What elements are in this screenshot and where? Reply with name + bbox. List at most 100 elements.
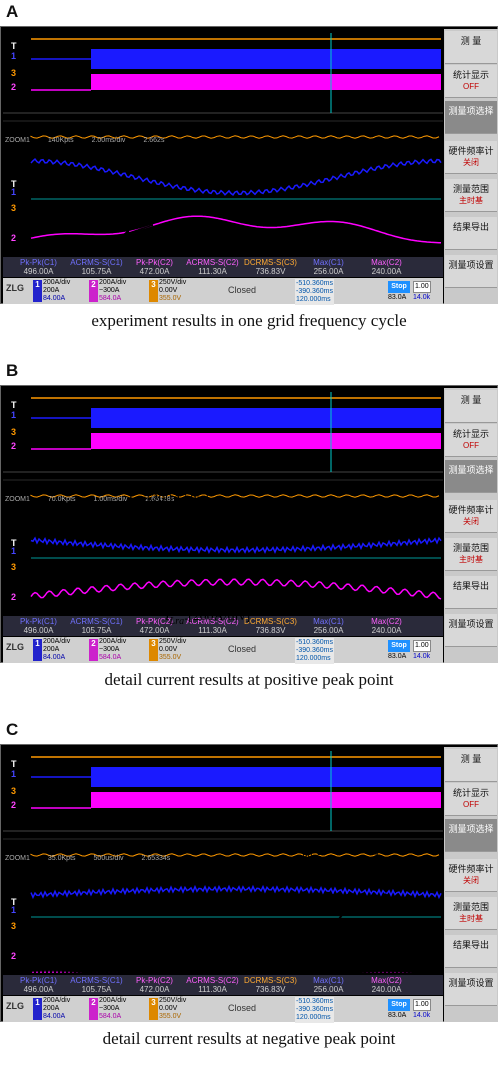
- measurement-value: 736.83V: [255, 985, 286, 994]
- side-menu-button[interactable]: 测 量: [445, 31, 497, 64]
- ch1-ya: 84.00A: [43, 1013, 66, 1020]
- channel-marker: 1: [11, 51, 16, 61]
- measurement-value: 472.00A: [139, 985, 170, 994]
- overview-ch2-envelope: [91, 792, 441, 808]
- side-menu-button[interactable]: 测量范围 主时基: [445, 897, 497, 930]
- side-menu-label: 结果导出: [452, 940, 489, 950]
- side-menu-button[interactable]: 测 量: [445, 390, 497, 423]
- zoom-name: ZOOM1: [5, 855, 30, 862]
- closed-status[interactable]: Closed: [228, 644, 257, 654]
- stop-button[interactable]: Stop: [388, 281, 410, 293]
- ch2-badge[interactable]: 2: [89, 639, 98, 661]
- annotation-arrowhead: [316, 870, 326, 878]
- status-bar: ZLG 1 200A/div 200A 84.00A 2 200A/div ~3…: [3, 996, 443, 1023]
- side-menu: 测 量 统计显示 OFF 测量项选择 硬件频率计 关闭 测量范围 主时基 结果导…: [444, 388, 498, 663]
- overview-ch1-envelope: [91, 49, 441, 69]
- side-menu-button[interactable]: 测量项设置: [445, 973, 497, 1006]
- stop-button[interactable]: Stop: [388, 999, 410, 1011]
- side-menu-button[interactable]: 测量项选择: [445, 101, 497, 134]
- stop-button[interactable]: Stop: [388, 640, 410, 652]
- side-menu-button[interactable]: 结果导出: [445, 576, 497, 609]
- zoom-name: ZOOM1: [5, 137, 30, 144]
- side-menu-button[interactable]: 测量项设置: [445, 614, 497, 647]
- overview-ch2-envelope: [91, 74, 441, 90]
- side-menu-button[interactable]: 结果导出: [445, 217, 497, 250]
- closed-status[interactable]: Closed: [228, 1003, 257, 1013]
- side-menu-button[interactable]: 硬件频率计 关闭: [445, 141, 497, 174]
- ch3-offset: 0.00V: [159, 646, 178, 653]
- side-menu-button[interactable]: 硬件频率计 关闭: [445, 859, 497, 892]
- timebase-value[interactable]: 1.00: [413, 281, 431, 293]
- side-menu-button[interactable]: 测 量: [445, 749, 497, 782]
- ch2-badge[interactable]: 2: [89, 998, 98, 1020]
- panel-caption: detail current results at negative peak …: [102, 1029, 396, 1048]
- panel-caption: detail current results at positive peak …: [104, 670, 394, 689]
- zoom-ch2-trace: [30, 578, 442, 600]
- side-menu-button[interactable]: 测量范围 主时基: [445, 179, 497, 212]
- measurement-bar: Pk-Pk(C1) 496.00A ACRMS-S(C1) 105.75A Pk-Pk(…: [3, 975, 443, 995]
- measurement-value: 256.00A: [313, 267, 344, 276]
- channel-marker: 1: [11, 546, 16, 556]
- ch2-badge[interactable]: 2: [89, 280, 98, 302]
- measurement-bar: Pk-Pk(C1) 496.00A ACRMS-S(C1) 105.75A Pk-Pk(…: [3, 616, 443, 636]
- side-menu-label: 测 量: [460, 395, 482, 405]
- ch1-scale: 200A/div: [43, 997, 71, 1004]
- channel-marker: T: [11, 400, 17, 410]
- timebase-value[interactable]: 1.00: [413, 999, 431, 1011]
- annotation-iga: Iga:[200A/div]: [192, 150, 273, 168]
- side-menu-label: 测量范围: [452, 184, 489, 194]
- side-menu-button[interactable]: 测量项选择: [445, 460, 497, 493]
- ch3-badge[interactable]: 3: [149, 280, 158, 302]
- measurement-bar: Pk-Pk(C1) 496.00A ACRMS-S(C1) 105.75A Pk-Pk(…: [3, 257, 443, 277]
- channel-marker: 1: [11, 905, 16, 915]
- ch2-ya: 584.0A: [99, 295, 122, 302]
- side-menu-button[interactable]: 统计显示 OFF: [445, 424, 497, 457]
- side-menu-label: 测量项选择: [448, 824, 494, 834]
- ch2-ya: 584.0A: [99, 654, 122, 661]
- measurement-value: 240.00A: [371, 626, 402, 635]
- measurement-label: Pk-Pk(C1): [20, 617, 57, 626]
- side-menu-button[interactable]: 硬件频率计 关闭: [445, 500, 497, 533]
- panel-label: B: [6, 361, 19, 380]
- ch1-badge[interactable]: 1: [33, 280, 42, 302]
- closed-status[interactable]: Closed: [228, 285, 257, 295]
- ch1-offset: 200A: [43, 287, 60, 294]
- measurement-label: ACRMS-S(C2): [186, 258, 239, 267]
- ch1-offset: 200A: [43, 646, 60, 653]
- status-bar: ZLG 1 200A/div 200A 84.00A 2 200A/div ~3…: [3, 278, 443, 305]
- annotation-iga: Iga:[200A/div]: [298, 842, 379, 860]
- side-menu-button[interactable]: 统计显示 OFF: [445, 783, 497, 816]
- side-menu-button[interactable]: 结果导出: [445, 935, 497, 968]
- side-menu-label: 硬件频率计: [448, 864, 494, 874]
- side-menu-button[interactable]: 统计显示 OFF: [445, 65, 497, 98]
- cursor-dx: 120.000ms: [296, 655, 331, 662]
- ch3-badge[interactable]: 3: [149, 998, 158, 1020]
- measurement-value: 111.30A: [198, 267, 227, 276]
- overview-ch1-envelope: [91, 767, 441, 787]
- side-menu-label: 硬件频率计: [448, 505, 494, 515]
- zoom-ch1-trace: [30, 884, 442, 900]
- zoom-info: ZOOM1 70.0Kpts 1.00ms/div 2.66428s: [5, 496, 192, 503]
- annotation-arrowhead: [154, 591, 163, 600]
- timebase-value[interactable]: 1.00: [413, 640, 431, 652]
- measurement-label: Pk-Pk(C2): [136, 258, 173, 267]
- side-menu-value: 主时基: [459, 555, 483, 564]
- side-menu-button[interactable]: 测量范围 主时基: [445, 538, 497, 571]
- ch3-offset: 0.00V: [159, 287, 178, 294]
- side-menu-button[interactable]: 测量项设置: [445, 255, 497, 288]
- zoom-ch3-trace: [30, 853, 440, 857]
- zoom-kpts: 70.0Kpts: [47, 496, 76, 503]
- side-menu-button[interactable]: 测量项选择: [445, 819, 497, 852]
- ch3-badge[interactable]: 3: [149, 639, 158, 661]
- side-menu-label: 硬件频率计: [448, 146, 494, 156]
- ch1-badge[interactable]: 1: [33, 998, 42, 1020]
- side-menu-label: 测 量: [460, 36, 482, 46]
- channel-marker: 2: [11, 233, 16, 243]
- measurement-label: ACRMS-S(C1): [70, 976, 123, 985]
- annotation-iga: Iga:[200A/div]: [128, 492, 209, 510]
- ch1-badge[interactable]: 1: [33, 639, 42, 661]
- measurement-value: 105.75A: [81, 626, 112, 635]
